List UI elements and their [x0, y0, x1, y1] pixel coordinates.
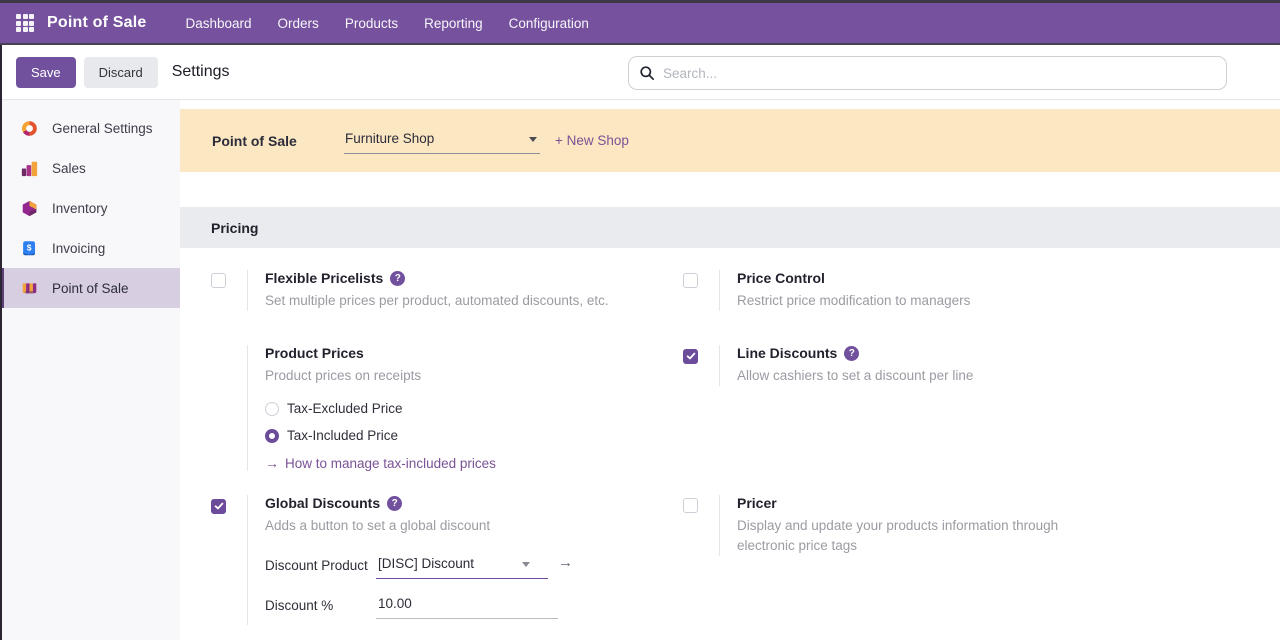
setting-flexible-pricelists: Flexible Pricelists ? Set multiple price…: [211, 270, 683, 311]
invoicing-icon: $: [23, 240, 36, 255]
sidebar-item-label: General Settings: [52, 120, 153, 136]
sidebar-item-label: Point of Sale: [52, 280, 129, 296]
sidebar-item-point-of-sale[interactable]: Point of Sale: [0, 268, 180, 308]
pricer-checkbox[interactable]: [683, 498, 698, 513]
checkmark-icon: [214, 502, 223, 510]
line-discounts-checkbox[interactable]: [683, 348, 698, 364]
search-box[interactable]: [628, 56, 1227, 90]
help-icon[interactable]: ?: [390, 270, 406, 286]
nav-menu: Dashboard Orders Products Reporting Conf…: [173, 3, 602, 43]
radio-icon-selected: [265, 428, 279, 443]
settings-content: Point of Sale Furniture Shop + New Shop …: [180, 100, 1280, 640]
general-settings-icon: [22, 120, 37, 136]
sidebar-item-general-settings[interactable]: General Settings: [0, 108, 180, 148]
setting-product-prices: Product Prices Product prices on receipt…: [211, 345, 683, 471]
sidebar-item-label: Inventory: [52, 200, 108, 216]
sales-icon: [21, 161, 38, 176]
radio-tax-included[interactable]: Tax-Included Price: [265, 428, 683, 443]
setting-desc: Adds a button to set a global discount: [265, 518, 491, 533]
discount-product-field-row: Discount Product [DISC] Discount →: [265, 553, 683, 579]
sidebar-item-inventory[interactable]: Inventory: [0, 188, 180, 228]
setting-desc: Allow cashiers to set a discount per lin…: [737, 368, 974, 383]
setting-price-control: Price Control Restrict price modificatio…: [683, 270, 1250, 311]
discount-product-value: [DISC] Discount: [378, 556, 475, 571]
setting-title: Product Prices: [265, 345, 364, 361]
discount-percent-field-row: Discount % 10.00: [265, 585, 683, 619]
control-panel: Save Discard Settings: [0, 45, 1280, 100]
section-title: Pricing: [211, 219, 259, 236]
discard-button[interactable]: Discard: [83, 56, 158, 88]
search-icon: [640, 66, 655, 81]
radio-label: Tax-Excluded Price: [287, 401, 403, 416]
chevron-down-icon: [522, 562, 530, 567]
radio-icon: [265, 401, 279, 416]
radio-tax-excluded[interactable]: Tax-Excluded Price: [265, 401, 683, 416]
tax-included-doc-link[interactable]: → How to manage tax-included prices: [265, 455, 683, 471]
shop-select[interactable]: Furniture Shop: [344, 128, 540, 154]
global-discounts-fields: Discount Product [DISC] Discount → Disco…: [265, 553, 683, 619]
shop-select-value: Furniture Shop: [345, 130, 435, 146]
setting-title: Line Discounts: [737, 345, 838, 361]
page-title: Settings: [171, 63, 230, 80]
sidebar-item-label: Sales: [52, 160, 86, 176]
settings-sidebar: General Settings Sales Inventory $: [0, 100, 180, 640]
help-icon[interactable]: ?: [844, 345, 860, 361]
price-control-checkbox[interactable]: [683, 273, 698, 288]
app-name[interactable]: Point of Sale: [47, 14, 147, 31]
radio-label: Tax-Included Price: [287, 428, 399, 443]
help-icon[interactable]: ?: [387, 495, 403, 511]
sidebar-item-invoicing[interactable]: $ Invoicing: [0, 228, 180, 268]
chevron-down-icon: [529, 136, 537, 142]
discount-percent-input[interactable]: 10.00: [376, 593, 558, 619]
setting-desc: Product prices on receipts: [265, 368, 422, 383]
discount-percent-value: 10.00: [378, 596, 412, 611]
field-label: Discount %: [265, 598, 334, 613]
flexible-pricelists-checkbox[interactable]: [211, 273, 226, 288]
settings-grid: Flexible Pricelists ? Set multiple price…: [180, 248, 1280, 625]
global-discounts-checkbox[interactable]: [211, 498, 226, 514]
nav-item-dashboard[interactable]: Dashboard: [185, 15, 252, 31]
apps-grid-icon[interactable]: [16, 14, 34, 32]
field-label: Discount Product: [265, 558, 368, 573]
checkmark-icon: [686, 352, 695, 360]
internal-link-arrow-icon[interactable]: →: [558, 554, 573, 571]
setting-desc: Restrict price modification to managers: [737, 293, 971, 308]
window-frame-top: [0, 0, 1280, 3]
setting-title: Pricer: [737, 495, 777, 511]
search-input[interactable]: [663, 65, 1216, 81]
svg-text:$: $: [27, 242, 32, 252]
nav-item-products[interactable]: Products: [344, 15, 399, 31]
point-of-sale-icon: [22, 282, 37, 294]
window-frame-left: [0, 45, 2, 640]
save-button[interactable]: Save: [16, 56, 76, 88]
setting-pricer: Pricer Display and update your products …: [683, 495, 1250, 556]
selected-accent-bar: [0, 268, 4, 308]
new-shop-link[interactable]: + New Shop: [555, 133, 629, 148]
setting-title: Price Control: [737, 270, 825, 286]
setting-desc: Set multiple prices per product, automat…: [265, 293, 609, 308]
navbar: Point of Sale Dashboard Orders Products …: [0, 0, 1280, 45]
nav-item-reporting[interactable]: Reporting: [424, 15, 483, 31]
shop-selector-label: Point of Sale: [212, 132, 297, 149]
setting-global-discounts: Global Discounts ? Adds a button to set …: [211, 495, 683, 625]
tax-price-radio-group: Tax-Excluded Price Tax-Included Price: [265, 401, 683, 443]
setting-line-discounts: Line Discounts ? Allow cashiers to set a…: [683, 345, 1250, 386]
setting-title: Global Discounts: [265, 495, 381, 511]
arrow-right-icon: →: [265, 455, 279, 471]
nav-item-configuration[interactable]: Configuration: [508, 15, 589, 31]
pricing-section-header: Pricing: [180, 207, 1280, 248]
nav-item-orders[interactable]: Orders: [277, 15, 319, 31]
shop-selector-banner: Point of Sale Furniture Shop + New Shop: [180, 109, 1280, 172]
inventory-icon: [22, 200, 37, 216]
doc-link-label: How to manage tax-included prices: [285, 455, 496, 471]
setting-title: Flexible Pricelists: [265, 270, 384, 286]
sidebar-item-label: Invoicing: [52, 240, 106, 256]
discount-product-select[interactable]: [DISC] Discount: [376, 553, 548, 579]
setting-desc: Display and update your products informa…: [737, 518, 1059, 553]
sidebar-item-sales[interactable]: Sales: [0, 148, 180, 188]
